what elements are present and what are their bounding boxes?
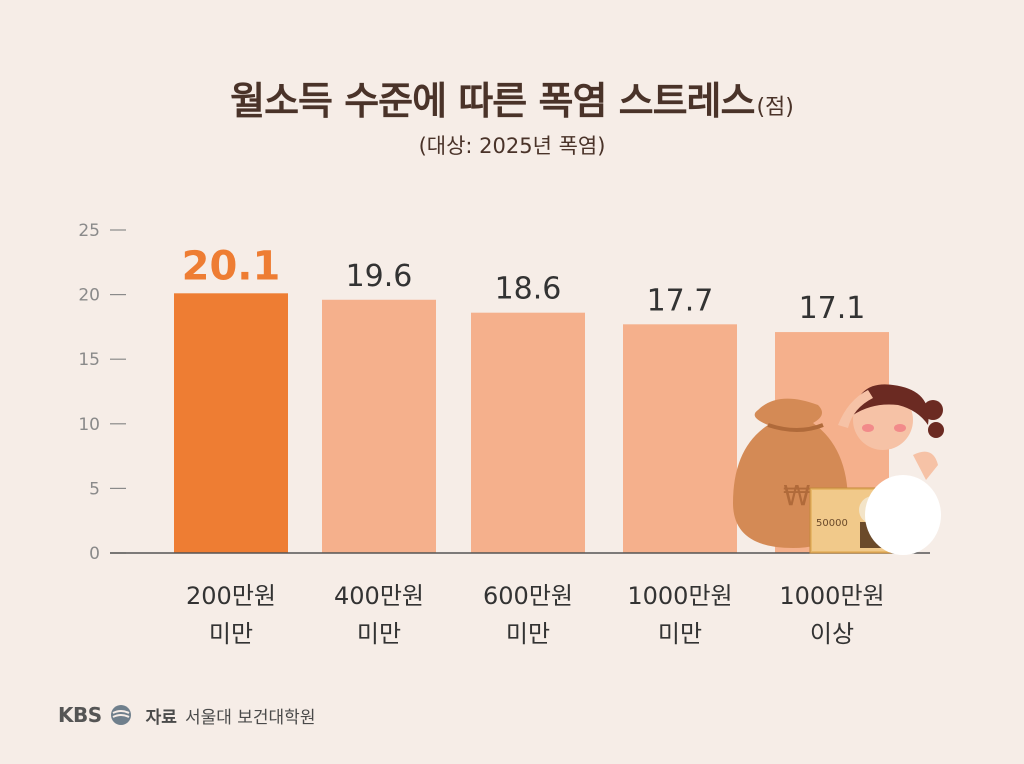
bar <box>174 293 288 553</box>
x-tick-label: 400만원 <box>334 582 424 610</box>
kbs-logo: KBS <box>58 703 102 727</box>
chart-title-unit: (점) <box>756 95 794 120</box>
data-label: 18.6 <box>495 272 562 307</box>
y-tick-label: 0 <box>89 544 100 564</box>
x-tick-label: 600만원 <box>483 582 573 610</box>
x-tick-label: 200만원 <box>186 582 276 610</box>
y-tick-label: 15 <box>78 350 100 370</box>
x-tick-label: 미만 <box>506 620 550 648</box>
data-label: 17.7 <box>647 283 714 318</box>
money-bag-woman-illustration: ₩ 50000 <box>733 384 944 555</box>
x-tick-label: 1000만원 <box>627 582 732 610</box>
chart-title: 월소득 수준에 따른 폭염 스트레스 <box>230 79 755 123</box>
source-label: 자료 <box>145 707 177 728</box>
source-text: 서울대 보건대학원 <box>184 707 316 728</box>
x-tick-label: 미만 <box>658 620 702 648</box>
kbs-globe-icon <box>110 705 131 725</box>
x-tick-label: 미만 <box>357 620 401 648</box>
y-tick-label: 25 <box>78 221 100 241</box>
y-tick-label: 20 <box>78 286 100 306</box>
chart-title-block: 월소득 수준에 따른 폭염 스트레스(점) <box>0 70 1024 125</box>
y-tick-label: 10 <box>78 415 100 435</box>
bar <box>471 312 585 553</box>
x-tick-label: 미만 <box>209 620 253 648</box>
chart-subtitle: (대상: 2025년 폭염) <box>418 134 606 158</box>
bar <box>322 299 436 553</box>
source-line: KBS 자료 서울대 보건대학원 <box>58 700 315 730</box>
data-label: 17.1 <box>799 291 866 326</box>
svg-text:₩: ₩ <box>783 479 811 512</box>
data-label: 19.6 <box>346 259 413 294</box>
bar <box>623 324 737 553</box>
x-tick-label: 1000만원 <box>779 582 884 610</box>
y-tick-label: 5 <box>89 479 100 499</box>
svg-text:50000: 50000 <box>816 518 848 529</box>
x-tick-label: 이상 <box>810 620 854 648</box>
data-label: 20.1 <box>182 243 281 289</box>
